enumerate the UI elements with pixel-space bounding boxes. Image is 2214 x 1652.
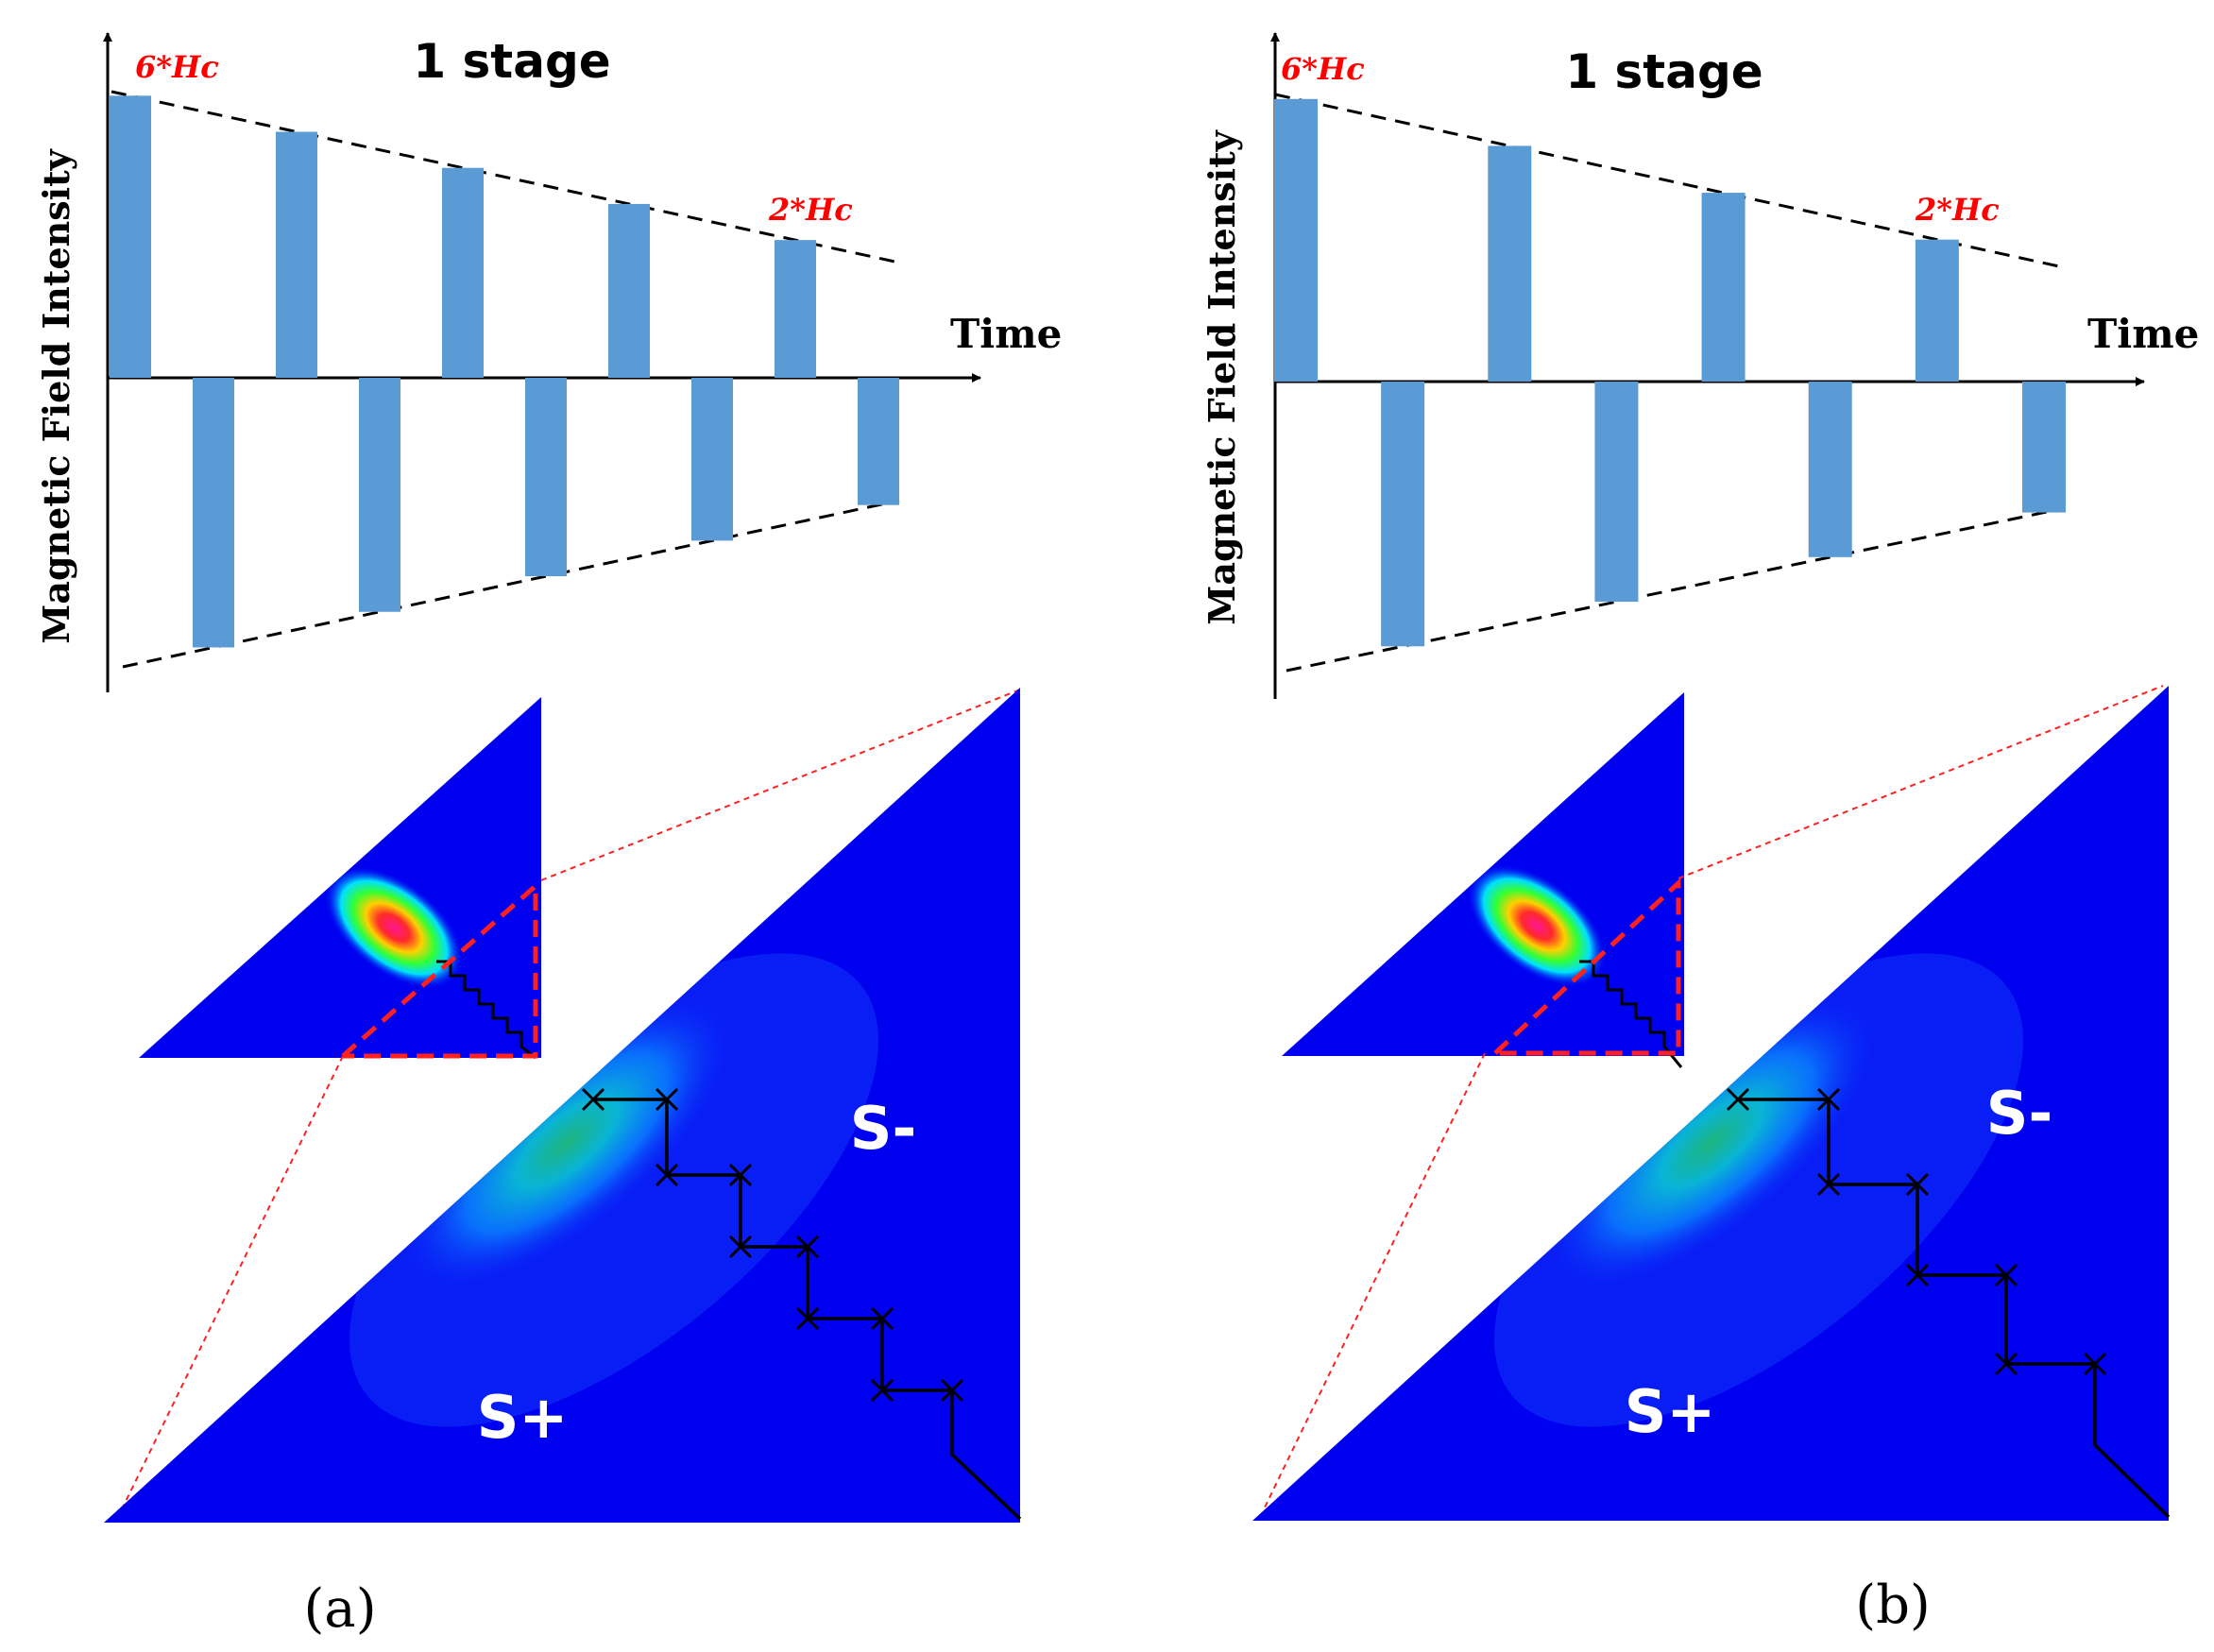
- positive-region-label-a: S+: [477, 1383, 569, 1452]
- x-axis-label-a: Time: [950, 311, 1062, 357]
- cross-marker: [870, 1306, 894, 1331]
- cross-marker: [1994, 1263, 2018, 1287]
- upper-envelope-b: [1274, 93, 2060, 268]
- negative-region-label-b: S-: [1986, 1079, 2052, 1148]
- positive-pulse-bar: [1488, 145, 1532, 382]
- switching-path-a: [593, 1098, 1022, 1521]
- pulse-chart-a: Time Magnetic Field Intensity 1 stage 6*…: [35, 32, 1062, 692]
- positive-pulse-bar: [1915, 239, 1959, 382]
- switching-path-b: [1738, 1098, 2171, 1519]
- cross-marker: [1994, 1352, 2018, 1376]
- cross-marker: [728, 1235, 753, 1259]
- positive-pulse-bar: [608, 203, 650, 378]
- cross-marker: [870, 1378, 894, 1403]
- cross-marker: [655, 1163, 679, 1187]
- caption-b: (b): [1855, 1575, 1931, 1636]
- zoom-line-bottom-a: [120, 1055, 344, 1512]
- large-map-a: S- S+: [104, 688, 1022, 1523]
- positive-pulse-bar: [1274, 98, 1318, 382]
- x-axis-label-b: Time: [2087, 311, 2199, 357]
- inset-path-a: [436, 960, 536, 1060]
- pulse-chart-b: Time Magnetic Field Intensity 1 stage 6*…: [1201, 32, 2199, 699]
- start-field-label-a: 6*Hc: [135, 49, 219, 85]
- large-map-b: S- S+: [1252, 686, 2171, 1521]
- cross-marker: [655, 1087, 679, 1112]
- inset-map-a: [139, 697, 541, 1060]
- cross-marker: [795, 1306, 820, 1331]
- start-field-label-b: 6*Hc: [1281, 51, 1365, 87]
- negative-pulse-bar: [858, 378, 899, 505]
- end-field-label-b: 2*Hc: [1915, 192, 2000, 228]
- lower-envelope-a: [122, 499, 900, 669]
- stage-label-a: 1 stage: [413, 34, 610, 89]
- negative-pulse-bar: [1808, 382, 1852, 557]
- cross-marker: [795, 1235, 820, 1259]
- cross-marker: [728, 1163, 753, 1187]
- cross-marker: [1816, 1172, 1841, 1197]
- zoom-line-bottom-b: [1263, 1052, 1486, 1510]
- positive-pulse-bar: [442, 167, 484, 378]
- positive-pulse-bar: [1701, 193, 1746, 382]
- stage-label-b: 1 stage: [1565, 44, 1763, 99]
- end-field-label-a: 2*Hc: [768, 192, 853, 228]
- positive-pulse-bar: [110, 95, 151, 379]
- zoom-line-top-a: [540, 689, 1021, 881]
- negative-pulse-bar: [193, 378, 234, 648]
- panel-b: Time Magnetic Field Intensity 1 stage 6*…: [1201, 32, 2199, 1636]
- pulse-bars-b: [1274, 98, 2066, 647]
- cross-marker: [2083, 1352, 2107, 1376]
- cross-marker: [940, 1378, 964, 1403]
- positive-pulse-bar: [775, 240, 816, 378]
- negative-pulse-bar: [1381, 382, 1425, 647]
- cross-marker: [1905, 1263, 1930, 1287]
- negative-region-label-a: S-: [850, 1094, 916, 1163]
- negative-pulse-bar: [2022, 382, 2066, 513]
- negative-pulse-bar: [525, 378, 567, 577]
- inset-map-b: [1282, 692, 1684, 1068]
- positive-region-label-b: S+: [1625, 1377, 1716, 1446]
- zoom-line-top-b: [1678, 685, 2164, 879]
- cross-marker: [1726, 1087, 1750, 1112]
- inset-path-b: [1579, 960, 1683, 1068]
- path-markers-b: [1726, 1087, 2107, 1376]
- y-axis-label-b: Magnetic Field Intensity: [1201, 129, 1243, 624]
- negative-pulse-bar: [691, 378, 733, 541]
- zoom-box-b: [1493, 877, 1681, 1056]
- y-axis-label-a: Magnetic Field Intensity: [35, 148, 77, 643]
- negative-pulse-bar: [359, 378, 400, 612]
- path-markers-a: [581, 1087, 964, 1403]
- cross-marker: [1816, 1087, 1841, 1112]
- pulse-bars-a: [110, 95, 899, 648]
- panel-a: Time Magnetic Field Intensity 1 stage 6*…: [35, 32, 1062, 1640]
- negative-pulse-bar: [1594, 382, 1639, 603]
- cross-marker: [1905, 1172, 1930, 1197]
- upper-envelope-a: [111, 90, 900, 264]
- positive-pulse-bar: [276, 131, 317, 378]
- cross-marker: [581, 1087, 605, 1112]
- caption-a: (a): [303, 1578, 376, 1640]
